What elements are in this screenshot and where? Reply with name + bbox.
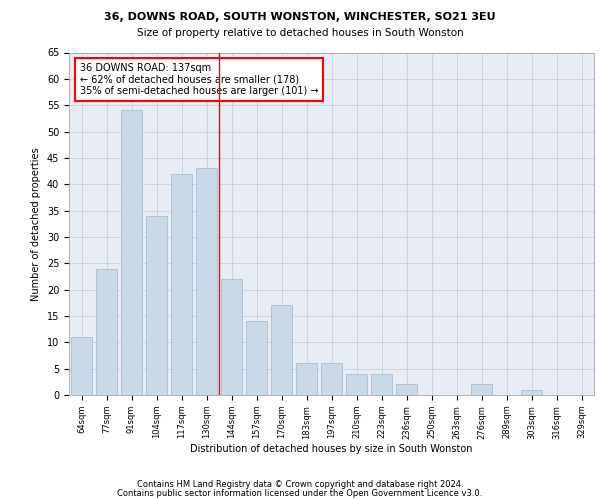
Bar [171,174,192,395]
Bar [71,337,92,395]
Text: Contains public sector information licensed under the Open Government Licence v3: Contains public sector information licen… [118,488,482,498]
Bar [221,279,242,395]
Text: Contains HM Land Registry data © Crown copyright and database right 2024.: Contains HM Land Registry data © Crown c… [137,480,463,489]
Y-axis label: Number of detached properties: Number of detached properties [31,147,41,300]
Bar [396,384,417,395]
Bar [346,374,367,395]
Bar [196,168,217,395]
Bar [96,268,117,395]
Bar [371,374,392,395]
X-axis label: Distribution of detached houses by size in South Wonston: Distribution of detached houses by size … [190,444,473,454]
Bar [296,364,317,395]
Text: 36, DOWNS ROAD, SOUTH WONSTON, WINCHESTER, SO21 3EU: 36, DOWNS ROAD, SOUTH WONSTON, WINCHESTE… [104,12,496,22]
Bar [321,364,342,395]
Bar [271,306,292,395]
Text: 36 DOWNS ROAD: 137sqm
← 62% of detached houses are smaller (178)
35% of semi-det: 36 DOWNS ROAD: 137sqm ← 62% of detached … [79,63,318,96]
Bar [521,390,542,395]
Bar [146,216,167,395]
Bar [246,321,267,395]
Bar [121,110,142,395]
Text: Size of property relative to detached houses in South Wonston: Size of property relative to detached ho… [137,28,463,38]
Bar [471,384,492,395]
